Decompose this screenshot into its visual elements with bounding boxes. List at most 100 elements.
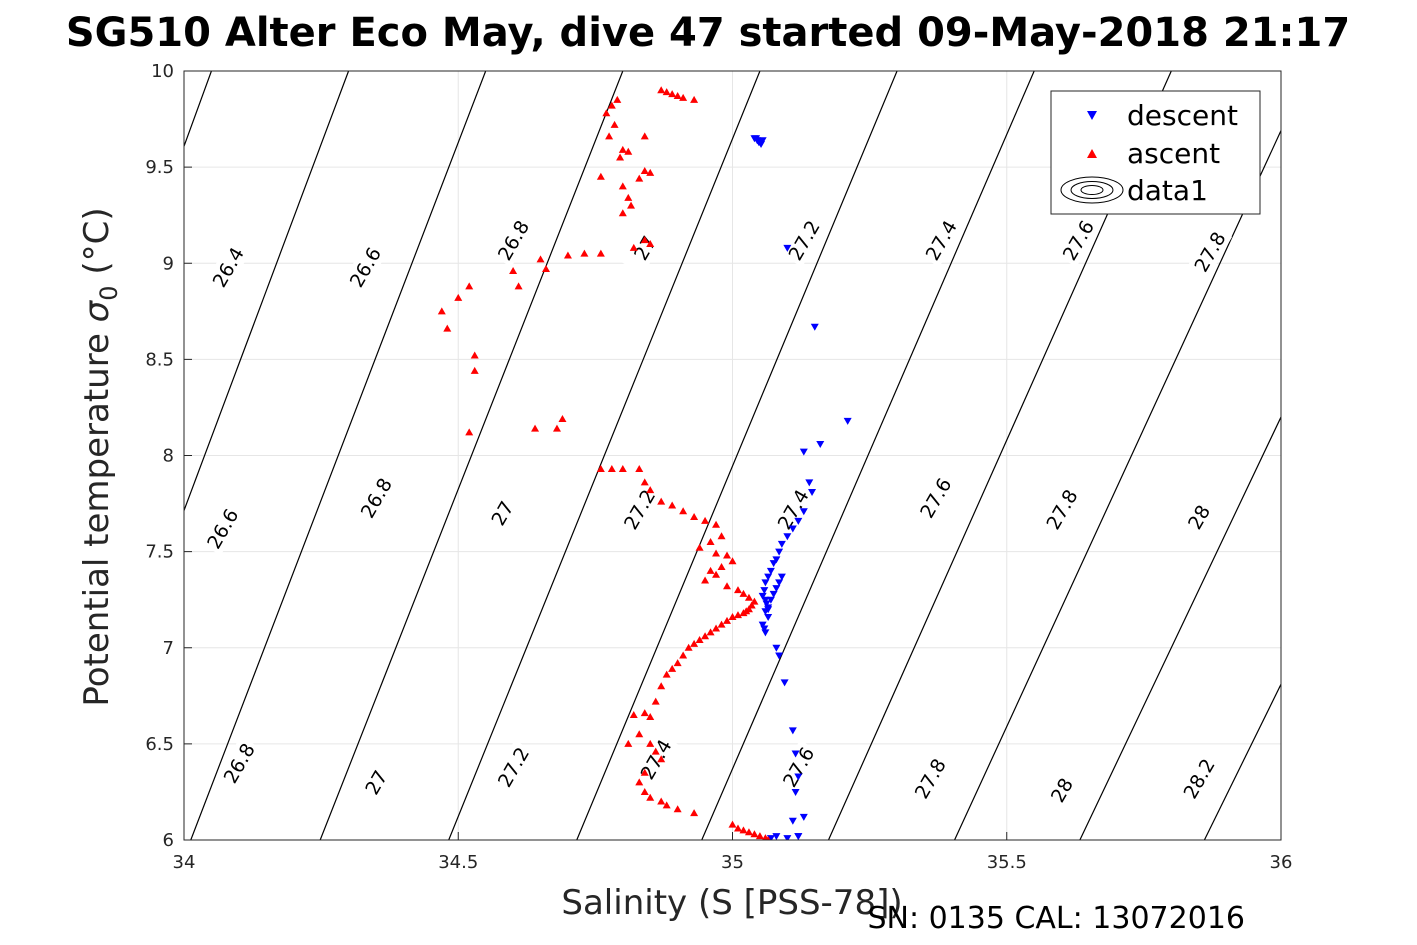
descent-point [772, 585, 781, 593]
ascent-point [509, 266, 518, 274]
x-tick-label: 36 [1270, 852, 1293, 873]
descent-point [758, 137, 767, 145]
ascent-point [673, 805, 682, 813]
ascent-point [739, 589, 748, 597]
ascent-point [580, 249, 589, 257]
ascent-point [662, 670, 671, 678]
ascent-point [701, 576, 710, 584]
contour-label-background [342, 240, 388, 294]
ascent-point [679, 651, 688, 659]
descent-point [761, 629, 770, 637]
ascent-point [443, 324, 452, 332]
y-axis-label-unit: (°C) [77, 207, 117, 285]
contour-label-background [200, 501, 245, 556]
ascent-point [657, 682, 666, 690]
ascent-point [635, 464, 644, 472]
ascent-point [657, 86, 666, 94]
descent-point [791, 788, 800, 796]
ascent-point [454, 293, 463, 301]
ascent-point [635, 730, 644, 738]
ascent-point [470, 366, 479, 374]
y-axis-label-symbol: σ [77, 299, 117, 322]
contour-label-background [775, 740, 821, 794]
descent-point [794, 517, 803, 525]
ascent-point [739, 826, 748, 834]
descent-point [794, 833, 803, 840]
legend: descent ascent data1 [1050, 90, 1261, 215]
ascent-point [635, 174, 644, 182]
ascent-point [465, 428, 474, 436]
descent-point [783, 835, 792, 840]
ascent-point [712, 549, 721, 557]
ascent-point [596, 249, 605, 257]
ascent-point [618, 182, 627, 190]
descent-point [758, 592, 767, 600]
ascent-point [701, 516, 710, 524]
ascent-point [733, 611, 742, 619]
ascent-point [679, 93, 688, 101]
ascent-point [717, 563, 726, 571]
descent-point [760, 587, 769, 595]
ascent-point [629, 711, 638, 719]
contour-label-background [781, 213, 827, 267]
contour-label-background [616, 482, 662, 537]
ascent-point [596, 464, 605, 472]
y-tick-label: 7 [163, 638, 174, 659]
descent-point [791, 750, 800, 758]
x-tick-label: 35.5 [987, 852, 1027, 873]
ascent-point [657, 755, 666, 763]
isopycnal-line [576, 71, 898, 840]
isopycnal-line [319, 71, 624, 840]
ascent-point [470, 351, 479, 359]
ascent-point [744, 593, 753, 601]
contour-labels: 26.4 26.626.8 27 27.2 27.4 27.6 27.826.626.8 27… [200, 213, 1233, 817]
ascent-point [739, 609, 748, 617]
ascent-point [635, 778, 644, 786]
ascent-point [552, 424, 561, 432]
ascent-point [657, 797, 666, 805]
ascent-point [437, 307, 446, 315]
descent-point [762, 600, 771, 608]
legend-ascent-marker [1087, 149, 1097, 158]
ascent-point [618, 209, 627, 217]
ascent-point [706, 566, 715, 574]
ascent-point [514, 282, 523, 290]
ascent-point [605, 132, 614, 140]
ascent-point [629, 243, 638, 251]
ascent-point [640, 787, 649, 795]
isopycnal-line [701, 71, 1035, 840]
descent-point [777, 540, 786, 548]
ascent-point [616, 153, 625, 161]
ascent-point [646, 168, 655, 176]
descent-point [775, 548, 784, 556]
contour-label-background [1039, 482, 1084, 537]
ascent-point [668, 501, 677, 509]
y-tick-label: 9 [163, 253, 174, 274]
descent-point [805, 479, 814, 487]
y-tick-label: 8 [163, 446, 174, 467]
legend-ascent-label: ascent [1127, 137, 1220, 170]
ascent-point [624, 739, 633, 747]
ascent-point [755, 832, 764, 840]
ascent-point [684, 643, 693, 651]
y-tick-label: 7.5 [145, 542, 174, 563]
ascent-point [646, 486, 655, 494]
contour-label-background [490, 213, 536, 267]
y-axis-ticks: 6 6.5 7 7.5 8 8.5 9 9.5 10 [145, 61, 192, 851]
ascent-point [695, 636, 704, 644]
descent-point [783, 533, 792, 541]
ascent-point [706, 538, 715, 546]
descent-point [752, 135, 761, 143]
ascent-point [640, 768, 649, 776]
ascent-point [690, 809, 699, 817]
x-tick-label: 34 [173, 852, 196, 873]
ascent-point [712, 624, 721, 632]
contour-label-background [205, 240, 251, 294]
contour-label-background [907, 751, 953, 806]
ascent-point [733, 586, 742, 594]
descent-point [766, 835, 775, 840]
y-axis-label: Potential temperature σ0 (°C) [77, 207, 123, 706]
descent-point [761, 596, 770, 604]
ascent-point [640, 166, 649, 174]
data-points [437, 86, 852, 840]
